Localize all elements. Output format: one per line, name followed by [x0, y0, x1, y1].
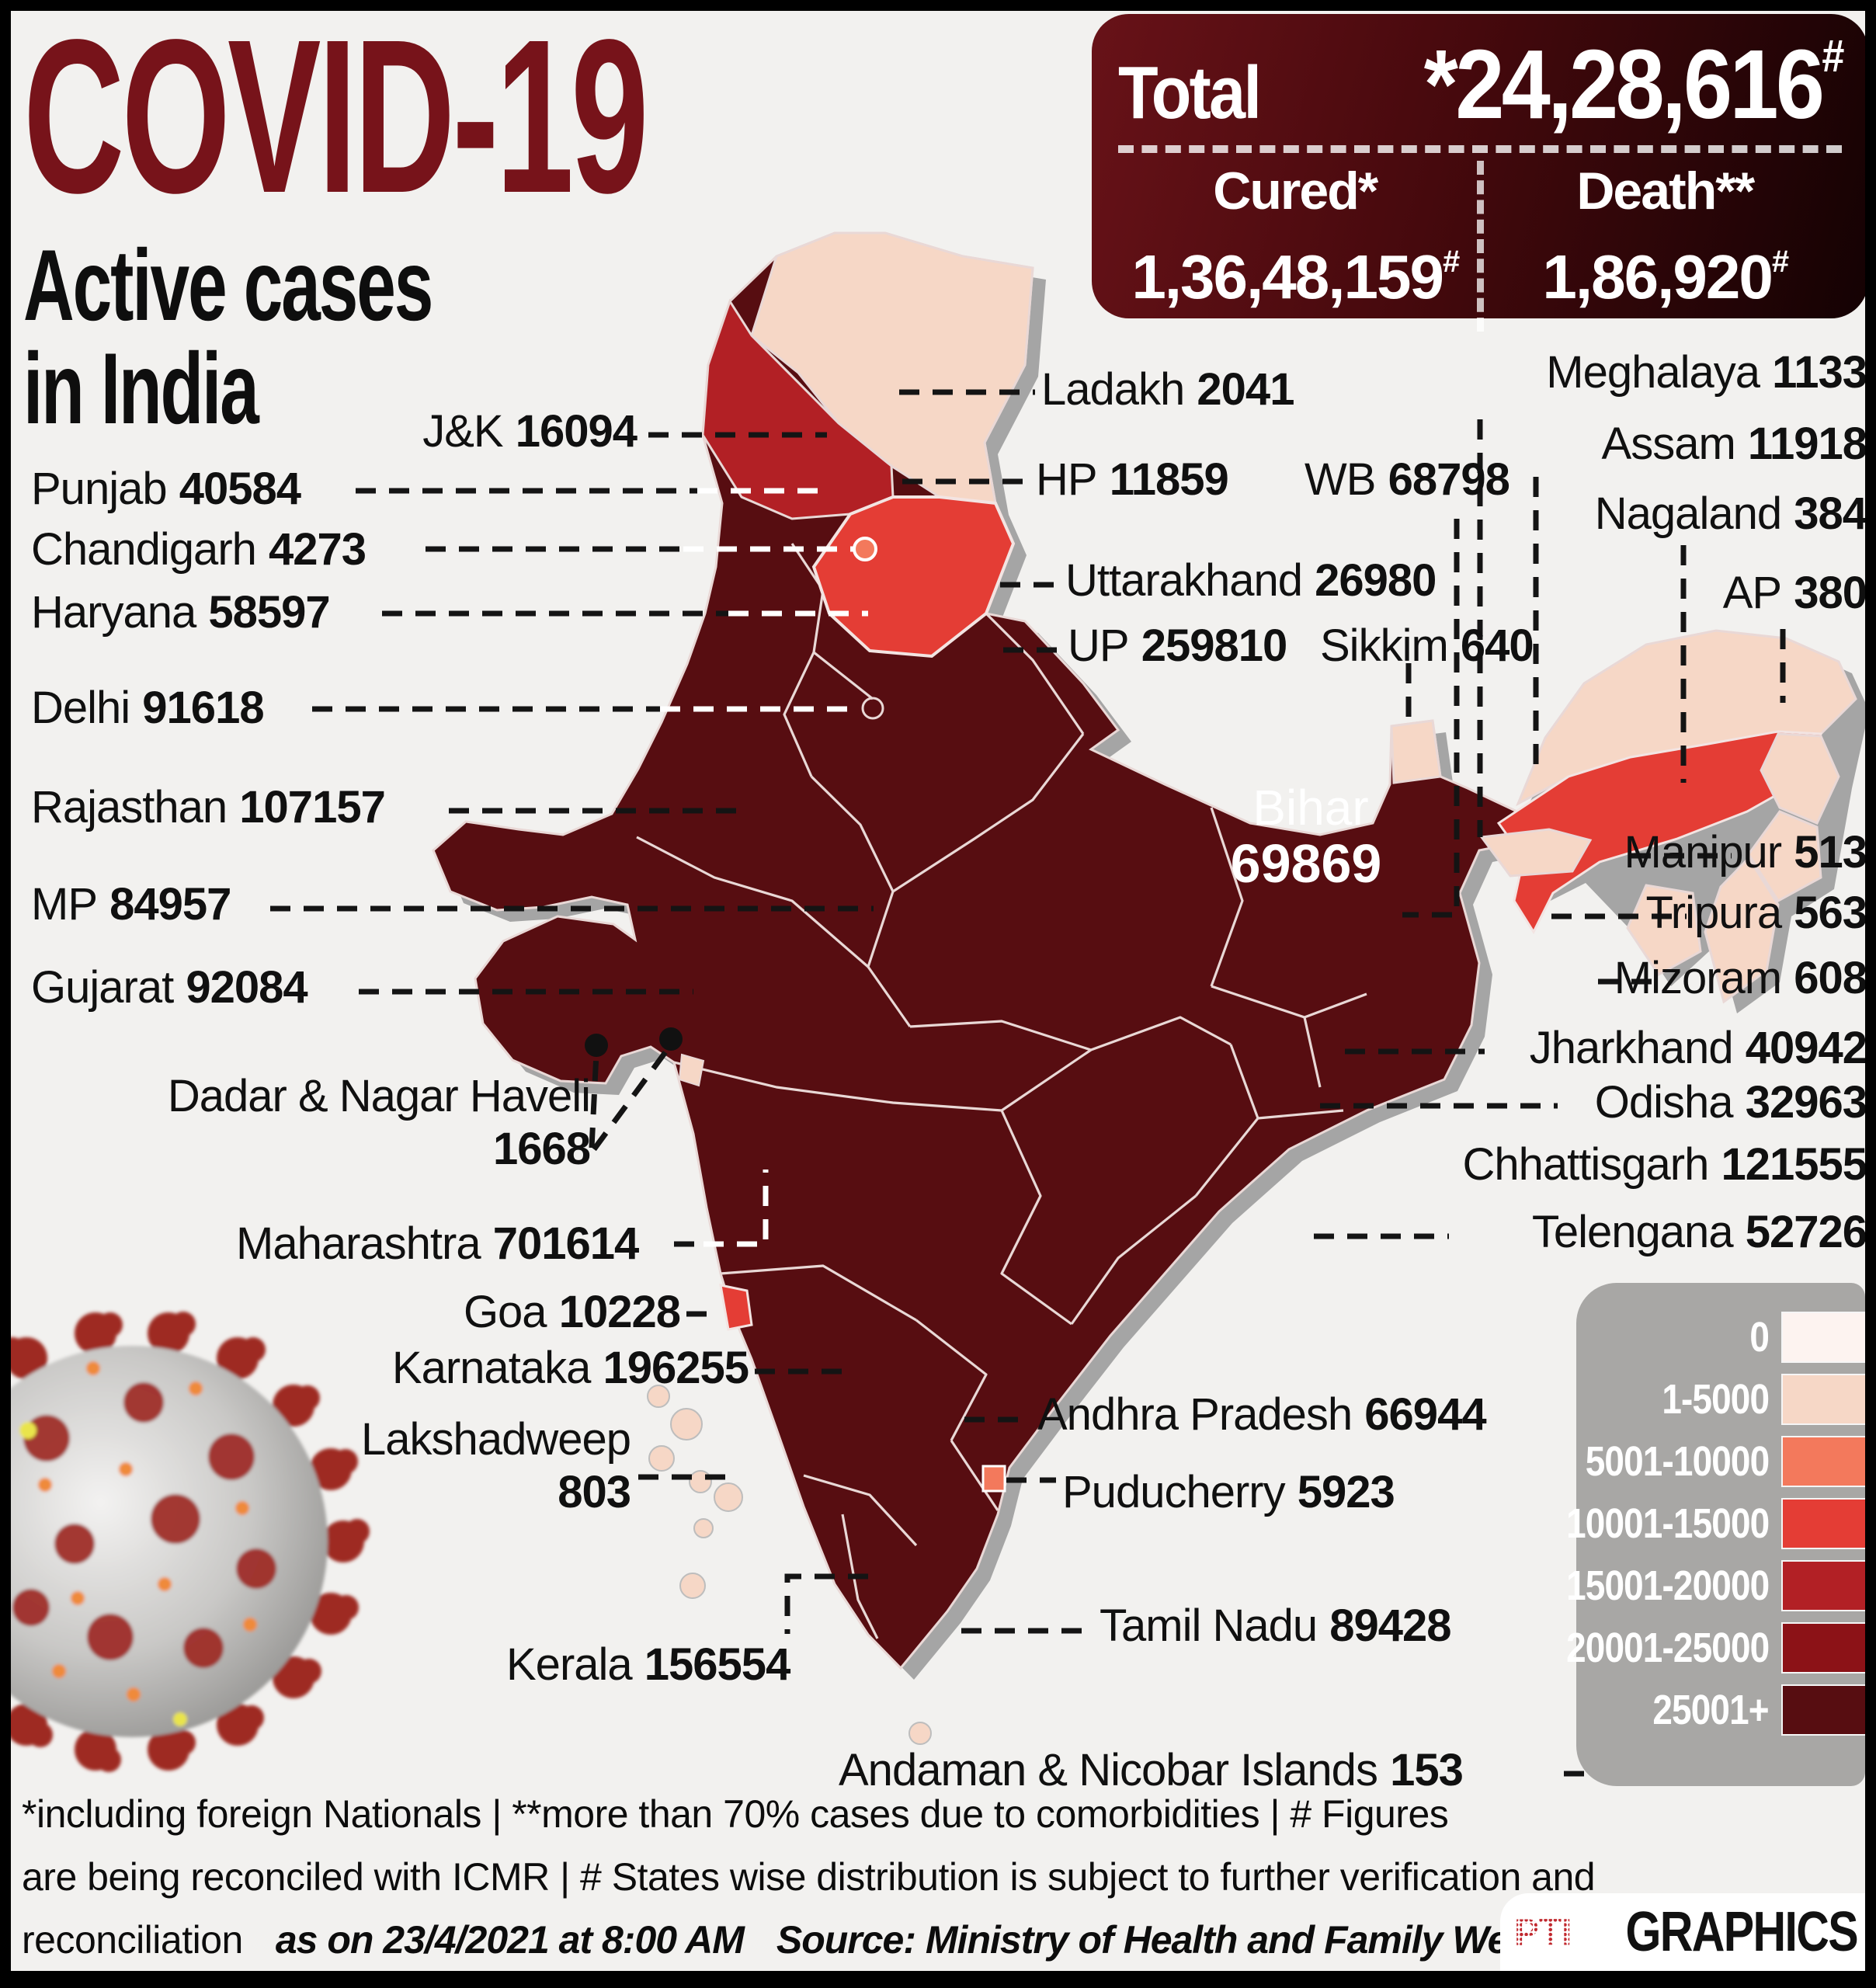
region-mainland	[432, 231, 1523, 1670]
hash-superscript: #	[1822, 31, 1845, 82]
death-column: Death** 1,86,920#	[1489, 161, 1843, 332]
cured-column: Cured* 1,36,48,159#	[1118, 161, 1472, 332]
bihar-map-label: Bihar	[1252, 780, 1368, 836]
total-number: *24,28,616	[1423, 30, 1825, 139]
legend-row: 10001-15000	[1566, 1493, 1865, 1555]
region-puducherry	[981, 1465, 1006, 1493]
region-tripura	[1626, 884, 1702, 976]
dadar-dot	[659, 1027, 683, 1051]
legend-range-label: 20001-25000	[1565, 1625, 1770, 1671]
footnote-line1: *including foreign Nationals | **more th…	[22, 1792, 1449, 1836]
total-row: Total *24,28,616#	[1118, 28, 1845, 141]
region-daman	[678, 1053, 705, 1087]
map-markers-layer	[585, 537, 884, 1057]
cured-value: 1,36,48,159#	[1118, 242, 1472, 313]
page-subtitle-line1: Active cases	[23, 228, 433, 342]
leader-line	[589, 1052, 599, 1149]
pti-text: PTI	[1514, 1913, 1572, 1954]
footnote-line3: reconciliation as on 23/4/2021 at 8:00 AM…	[22, 1909, 1854, 1972]
delhi-ring	[861, 697, 884, 720]
virus-yellow-dots	[19, 1422, 187, 1726]
leader-line	[704, 1170, 769, 1247]
page-title: COVID-19	[23, 0, 649, 238]
death-label: Death**	[1576, 162, 1755, 221]
footnotes: *including foreign Nationals | **more th…	[22, 1783, 1854, 1972]
title-block: COVID-19 Active cases in India	[23, 0, 996, 446]
totals-panel: Total *24,28,616# Cured* 1,36,48,159# De…	[1092, 14, 1868, 332]
virus-spikes	[0, 1312, 370, 1772]
legend-range-label: 15001-20000	[1565, 1562, 1770, 1609]
legend-color-swatch	[1781, 1312, 1865, 1363]
pti-graphics-logo: PTI GRAPHICS	[1500, 1893, 1865, 1971]
legend-color-swatch	[1781, 1498, 1865, 1549]
total-separator	[1118, 145, 1842, 153]
frame-top	[0, 0, 1876, 11]
legend-range-label: 10001-15000	[1565, 1500, 1770, 1547]
frame-left	[0, 0, 11, 1988]
as-on-date: as on 23/4/2021 at 8:00 AM	[275, 1918, 745, 1962]
region-nagaland	[1760, 732, 1840, 825]
leader-lines-layer	[270, 389, 1786, 1777]
bihar-map-value: 69869	[1231, 833, 1382, 894]
total-value: *24,28,616#	[1423, 28, 1845, 141]
legend-color-swatch	[1781, 1684, 1865, 1736]
cured-death-row: Cured* 1,36,48,159# Death** 1,86,920#	[1118, 161, 1842, 332]
region-assam	[1496, 730, 1822, 935]
region-meghalaya	[1479, 828, 1593, 878]
death-value: 1,86,920#	[1489, 242, 1843, 313]
footnote-line2: are being reconciled with ICMR | # State…	[22, 1855, 1596, 1899]
legend-color-swatch	[1781, 1560, 1865, 1611]
legend-row: 20001-25000	[1566, 1617, 1865, 1679]
legend-row: 5001-10000	[1576, 1430, 1865, 1493]
dadar-dot	[585, 1034, 608, 1057]
legend-color-swatch	[1781, 1374, 1865, 1425]
hash-superscript: #	[1771, 245, 1789, 279]
legend-range-label: 0	[1749, 1314, 1770, 1361]
legend-range-label: 5001-10000	[1585, 1438, 1769, 1485]
state-borders	[636, 543, 1367, 1639]
footnote-line3-text: reconciliation	[22, 1918, 243, 1962]
region-manipur	[1747, 810, 1822, 902]
hash-superscript: #	[1442, 245, 1460, 279]
legend-row: 0	[1576, 1306, 1865, 1368]
legend-color-swatch	[1781, 1622, 1865, 1673]
frame-right	[1865, 0, 1876, 1988]
cured-number: 1,36,48,159	[1131, 242, 1444, 311]
legend-range-label: 1-5000	[1662, 1376, 1770, 1423]
cured-label: Cured*	[1213, 162, 1378, 221]
total-label: Total	[1118, 51, 1262, 134]
graphics-text: GRAPHICS	[1625, 1901, 1858, 1963]
leader-line	[784, 1573, 868, 1634]
legend-row: 1-5000	[1576, 1368, 1865, 1430]
pti-dotted-logo: PTI	[1514, 1913, 1572, 1954]
column-divider	[1476, 161, 1484, 332]
virus-surface-blobs	[12, 1382, 276, 1668]
region-northeast	[1479, 629, 1857, 1004]
legend-color-swatch	[1781, 1436, 1865, 1487]
chandigarh-dot	[853, 537, 877, 561]
legend-range-label: 25001+	[1652, 1687, 1770, 1733]
legend-row: 15001-20000	[1566, 1555, 1865, 1617]
legend: 0 1-5000 5001-10000 10001-15000 15001-20000 2…	[1566, 1283, 1865, 1786]
region-sikkim	[1390, 719, 1442, 784]
death-number: 1,86,920	[1542, 242, 1773, 311]
region-goa	[719, 1284, 753, 1331]
page-subtitle-line2: in India	[23, 332, 259, 446]
source-credit: Source: Ministry of Health and Family We…	[776, 1918, 1587, 1962]
region-mizoram	[1704, 856, 1780, 1004]
frame-bottom	[0, 1971, 1876, 1988]
coronavirus-illustration	[0, 1312, 370, 1772]
legend-row: 25001+	[1576, 1679, 1865, 1741]
leader-line	[592, 1044, 672, 1152]
virus-orange-dots	[38, 1361, 257, 1701]
